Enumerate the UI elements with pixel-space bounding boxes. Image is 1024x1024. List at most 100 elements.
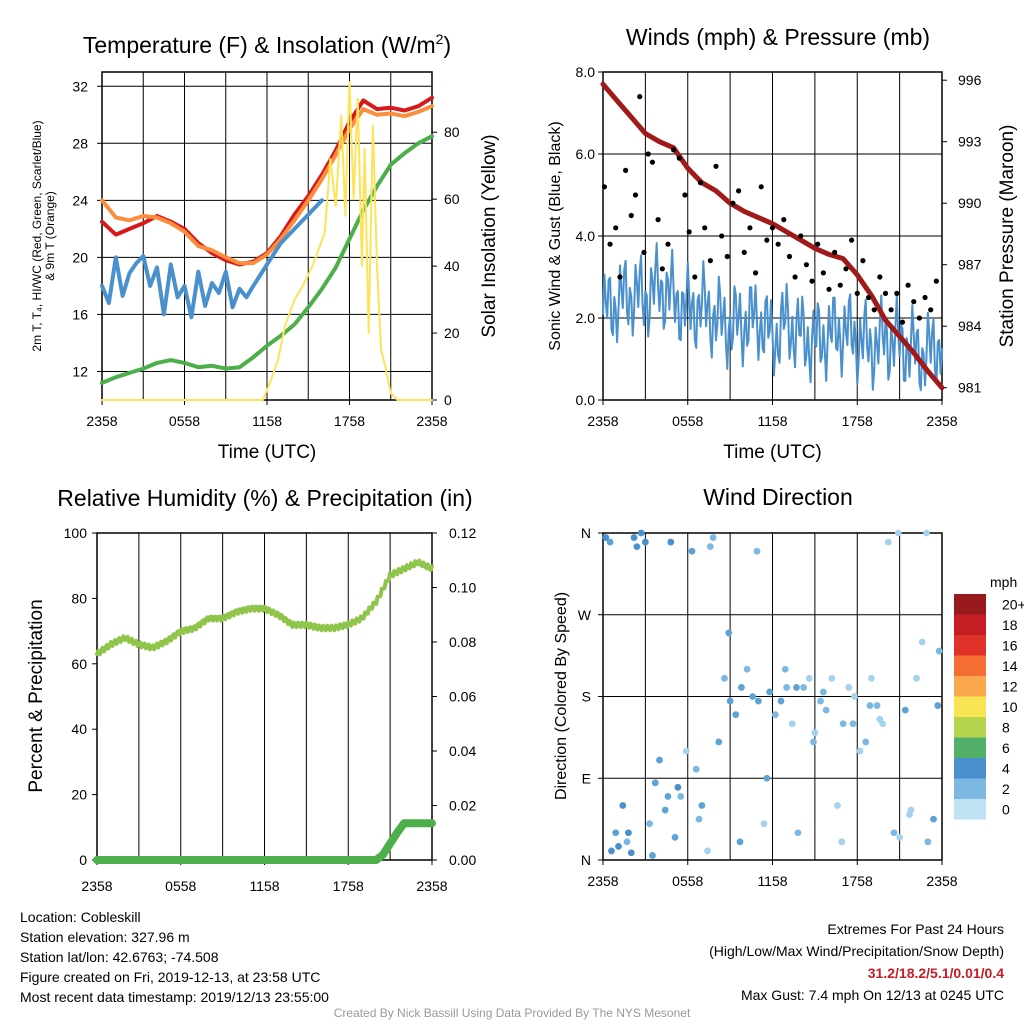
direction-point (754, 697, 762, 705)
legend-swatch (954, 676, 986, 697)
x-tick-label: 1758 (842, 873, 873, 889)
direction-point (661, 806, 669, 814)
gust-point (645, 151, 651, 157)
direction-point (704, 847, 711, 855)
legend-label: 18 (1002, 617, 1018, 633)
gust-point (676, 155, 682, 161)
y2-tick-label: 60 (444, 191, 460, 207)
x-tick-label: 0558 (672, 873, 703, 889)
gust-point (809, 278, 815, 284)
station-info: Location: Cobleskill Station elevation: … (20, 907, 329, 1007)
gust-point (775, 241, 781, 247)
gust-point (601, 184, 608, 190)
direction-point (930, 815, 937, 823)
recent-timestamp: Most recent data timestamp: 2019/12/13 2… (20, 989, 329, 1005)
y2-axis-label: Solar Insolation (Yellow) (479, 134, 500, 337)
gust-point (697, 180, 704, 186)
direction-point (738, 684, 745, 691)
direction-point (726, 697, 734, 705)
y-tick-label: E (582, 770, 591, 786)
y-tick-label: 24 (72, 192, 88, 208)
direction-point (625, 829, 632, 837)
gust-point (854, 290, 860, 296)
direction-point (866, 702, 874, 709)
x-axis-label: Time (UTC) (218, 442, 317, 463)
legend-swatch (954, 594, 986, 615)
direction-point (766, 688, 774, 696)
direction-point (876, 715, 884, 723)
direction-point (849, 720, 857, 728)
gust-point (911, 299, 917, 305)
gust-point (623, 167, 629, 173)
x-tick-label: 1158 (249, 878, 279, 894)
legend-label: 16 (1002, 637, 1018, 653)
y2-tick-label: 40 (444, 258, 460, 274)
direction-point (721, 674, 728, 682)
gust-point (613, 225, 619, 231)
gust-point (764, 237, 770, 243)
gust-point (671, 147, 677, 153)
direction-point (828, 674, 836, 682)
gust-point (702, 225, 708, 231)
gust-point (719, 233, 725, 239)
y2-tick-label: 20 (444, 325, 460, 341)
gust-point (928, 307, 934, 313)
x-tick-label: 1758 (334, 413, 365, 429)
direction-point (688, 547, 696, 555)
direction-point (749, 693, 757, 700)
y-tick-label: 60 (71, 656, 87, 672)
y-tick-label: 20 (72, 249, 88, 265)
direction-point (811, 729, 819, 737)
gust-point (707, 258, 713, 264)
direction-point (800, 684, 807, 691)
gust-point (860, 258, 866, 264)
direction-point (608, 847, 615, 855)
panel-title: Wind Direction (703, 484, 853, 510)
station-location: Location: Cobleskill (20, 909, 141, 925)
direction-point (732, 711, 740, 719)
y-tick-label: 80 (71, 590, 87, 606)
gust-point (713, 163, 719, 169)
gust-point (843, 266, 849, 272)
station-elevation: Station elevation: 327.96 m (20, 929, 190, 945)
direction-point (793, 684, 800, 691)
gust-point (933, 278, 939, 284)
direction-point (906, 811, 913, 818)
gust-point (607, 241, 613, 247)
title-text: Temperature (F) & Insolation (W/m (83, 32, 436, 58)
direction-point (894, 529, 902, 537)
legend-swatch (954, 635, 986, 656)
gust-point (724, 253, 730, 260)
gust-point (865, 294, 872, 301)
gust-point (781, 217, 787, 223)
y2-tick-label: 996 (958, 72, 982, 88)
direction-point (706, 543, 714, 551)
direction-point (692, 765, 700, 773)
x-tick-label: 1158 (757, 873, 787, 889)
direction-point (602, 534, 610, 541)
gust-point (837, 282, 843, 288)
meteogram-figure: 2358 0558 1158 1758 235812162024283202040608… (26, 24, 1024, 894)
extremes-summary: Extremes For Past 24 Hours (High/Low/Max… (709, 918, 1004, 1006)
y-tick-label: 6.0 (576, 146, 596, 162)
y-tick-label: 12 (72, 363, 88, 379)
direction-point (753, 547, 761, 555)
direction-point (819, 688, 827, 696)
direction-point (923, 529, 930, 537)
gust-point (637, 94, 643, 100)
direction-point (851, 693, 858, 700)
legend-label: 20+ (1002, 596, 1024, 612)
y2-tick-label: 0 (444, 392, 452, 408)
direction-point (637, 529, 645, 537)
y-tick-label: W (578, 607, 592, 623)
legend-label: 0 (1002, 801, 1010, 817)
gust-point (730, 200, 736, 206)
y-tick-label: 100 (64, 525, 88, 541)
x-tick-label: 2358 (587, 413, 618, 429)
legend-swatch (954, 778, 986, 799)
direction-point (839, 720, 847, 728)
x-tick-label: 2358 (926, 873, 957, 889)
y2-tick-label: 984 (958, 318, 982, 334)
legend-swatch (954, 696, 986, 717)
gust-point (741, 249, 747, 255)
